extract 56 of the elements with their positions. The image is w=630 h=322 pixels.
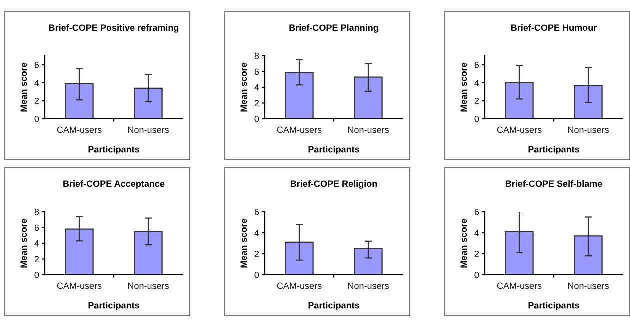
y-tick-label: 0	[474, 116, 480, 122]
y-tick-label: 8	[34, 208, 40, 216]
x-tick-label: Non-users	[568, 126, 609, 134]
x-axis-title: Participants	[308, 302, 360, 310]
y-tick-label: 0	[34, 272, 40, 278]
x-axis-title: Participants	[88, 146, 140, 154]
y-tick-label: 4	[34, 80, 40, 86]
x-tick-label: Non-users	[348, 126, 389, 134]
y-tick-label: 2	[254, 100, 259, 107]
y-tick-label: 2	[474, 98, 479, 104]
y-tick-label: 4	[474, 230, 480, 236]
chart-title: Brief-COPE Self-blame	[506, 180, 602, 188]
y-tick-label: 0	[254, 272, 260, 278]
y-tick-label: 4	[254, 84, 260, 91]
x-tick-label: Non-users	[348, 282, 389, 290]
x-axis-title: Participants	[528, 146, 580, 154]
x-axis-title: Participants	[308, 146, 360, 154]
x-tick-label: CAM-users	[57, 282, 102, 290]
y-tick-label: 6	[34, 224, 40, 232]
x-tick-label: Non-users	[128, 282, 169, 290]
y-tick-label: 4	[34, 240, 40, 247]
y-axis-title: Mean score	[460, 218, 468, 268]
y-tick-label: 0	[474, 272, 480, 278]
y-tick-label: 6	[254, 208, 260, 216]
x-tick-label: Non-users	[568, 282, 609, 290]
x-tick-label: CAM-users	[57, 126, 102, 134]
y-axis-title: Mean score	[20, 218, 28, 268]
y-axis-title: Mean score	[240, 218, 248, 268]
x-tick-label: CAM-users	[497, 282, 542, 290]
y-tick-label: 6	[254, 68, 260, 76]
y-tick-label: 6	[474, 62, 480, 68]
y-tick-label: 2	[34, 98, 39, 104]
x-tick-label: CAM-users	[277, 126, 322, 134]
y-tick-label: 2	[254, 250, 259, 258]
y-tick-label: 4	[254, 230, 260, 236]
x-tick-label: CAM-users	[277, 282, 322, 290]
y-tick-label: 2	[34, 256, 39, 263]
y-axis-title: Mean score	[460, 62, 468, 112]
chart-title: Brief-COPE Humour	[511, 24, 597, 32]
chart-title: Brief-COPE Planning	[290, 24, 378, 33]
y-tick-label: 6	[474, 208, 480, 216]
y-tick-label: 6	[34, 62, 40, 68]
y-tick-label: 4	[474, 80, 480, 86]
y-tick-label: 0	[254, 116, 260, 122]
chart-title: Brief-COPE Acceptance	[64, 180, 165, 189]
x-tick-label: Non-users	[128, 126, 169, 134]
x-axis-title: Participants	[88, 302, 140, 310]
x-axis-title: Participants	[528, 302, 580, 310]
chart-title: Brief-COPE Positive reframing	[49, 24, 179, 33]
x-tick-label: CAM-users	[497, 126, 542, 134]
y-axis-title: Mean score	[240, 62, 248, 112]
y-tick-label: 8	[254, 52, 260, 60]
chart-title: Brief-COPE Religion	[290, 180, 378, 189]
y-tick-label: 2	[474, 250, 479, 258]
y-tick-label: 0	[34, 116, 40, 122]
y-axis-title: Mean score	[20, 62, 28, 112]
